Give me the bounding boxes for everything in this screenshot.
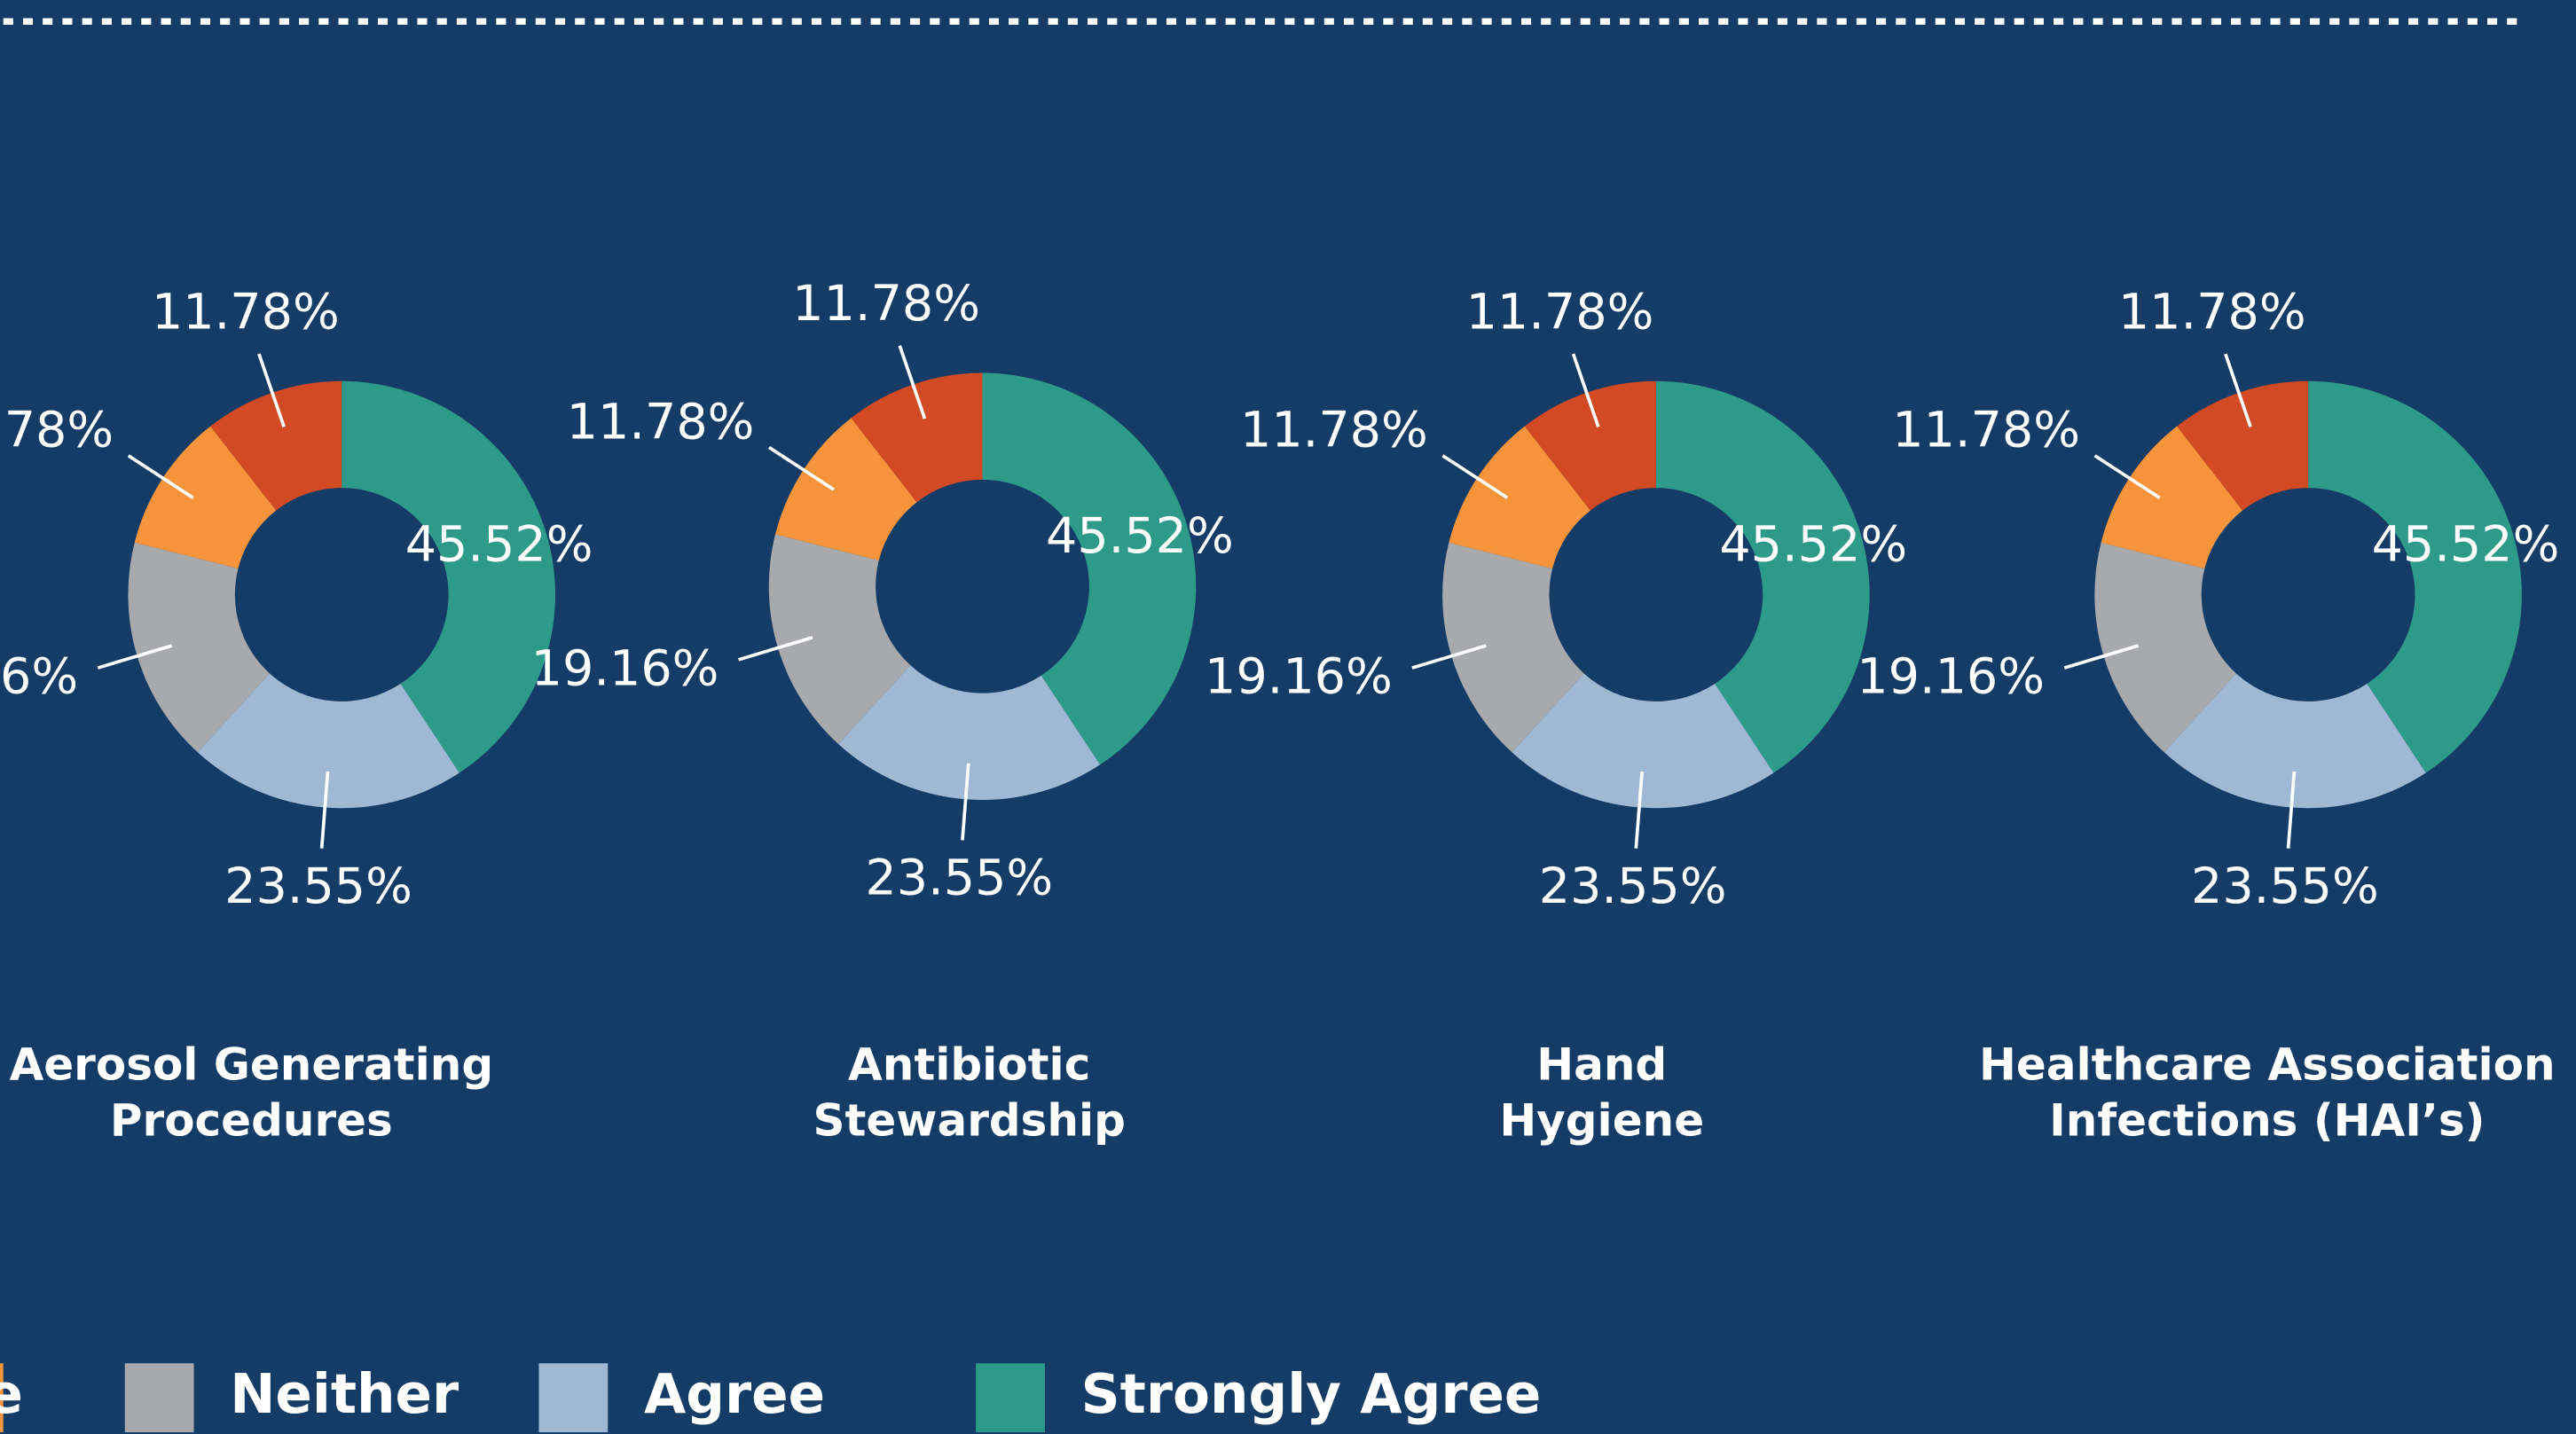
value-label: 45.52% [1719,515,1907,573]
value-label: 23.55% [865,850,1053,907]
donut-slice [210,380,342,511]
leader-line [127,454,194,499]
donut-slice [2101,426,2243,569]
legend-swatch [538,1363,609,1433]
value-label: 19.16% [1857,648,2045,706]
donut-slice [128,542,271,753]
value-label: 11.78% [792,275,980,333]
chart-title: Hygiene [1499,1094,1704,1146]
value-label: 23.55% [1539,858,1727,915]
leader-line [898,345,927,419]
chart-title: Healthcare Association [1979,1038,2556,1090]
donut-slice [2177,380,2309,511]
donut-slice [1524,380,1656,511]
donut-slice [768,534,911,744]
leader-line [1441,454,1509,499]
chart-title: Hand [1536,1038,1667,1090]
leader-line [768,445,835,491]
leader-line [257,353,286,427]
leader-line [738,636,813,662]
donut-slice [1442,542,1584,753]
leader-line [319,771,330,849]
legend-label: Agree [644,1363,825,1426]
value-label: 45.52% [1046,507,1234,565]
value-label: 19.16% [1205,648,1393,706]
donut-slice [838,665,1101,801]
donut-slice [2094,542,2236,753]
legend-label: Disagree [0,1363,23,1426]
donut-slice [851,372,983,503]
value-label: 11.78% [152,283,340,341]
legend-label: Neither [230,1363,459,1426]
value-label: 23.55% [224,858,412,915]
donut-slice [1512,673,1774,809]
chart-title: Procedures [110,1094,393,1146]
leader-line [961,763,970,841]
donut-slice [982,372,1197,765]
leader-line [1411,644,1487,670]
donut-slice [775,418,917,560]
value-label: 45.52% [2372,515,2560,573]
donut-slice [2164,673,2426,809]
leader-line [97,644,173,670]
donut-slice [342,380,555,773]
legend-swatch [0,1363,4,1433]
donut-slice [2308,380,2522,773]
value-label: 11.78% [0,402,114,459]
legend-label: Strongly Agree [1081,1363,1542,1426]
leader-line [1571,353,1600,427]
leader-line [2224,353,2252,427]
donut-slice [134,426,277,569]
value-label: 11.78% [1240,402,1428,459]
value-label: 19.16% [0,648,78,706]
value-label: 45.52% [405,515,593,573]
donut-slice [1449,426,1590,569]
value-label: 11.78% [1466,283,1654,341]
leader-line [1634,771,1644,849]
legend-swatch [124,1363,194,1433]
donut-slice [1655,380,1870,773]
legend-swatch [976,1363,1045,1433]
value-label: 19.16% [531,639,719,697]
value-label: 11.78% [2118,283,2306,341]
leader-line [2063,644,2140,670]
chart-title: Antibiotic [848,1038,1090,1090]
leader-line [2286,771,2297,849]
chart-title: Aerosol Generating [10,1038,494,1090]
leader-line [2093,454,2161,499]
value-label: 23.55% [2191,858,2379,915]
chart-title: Stewardship [813,1094,1126,1146]
value-label: 11.78% [567,393,755,451]
value-label: 11.78% [1892,402,2080,459]
donut-slice [197,673,459,809]
chart-title: Infections (HAI’s) [2049,1094,2485,1146]
